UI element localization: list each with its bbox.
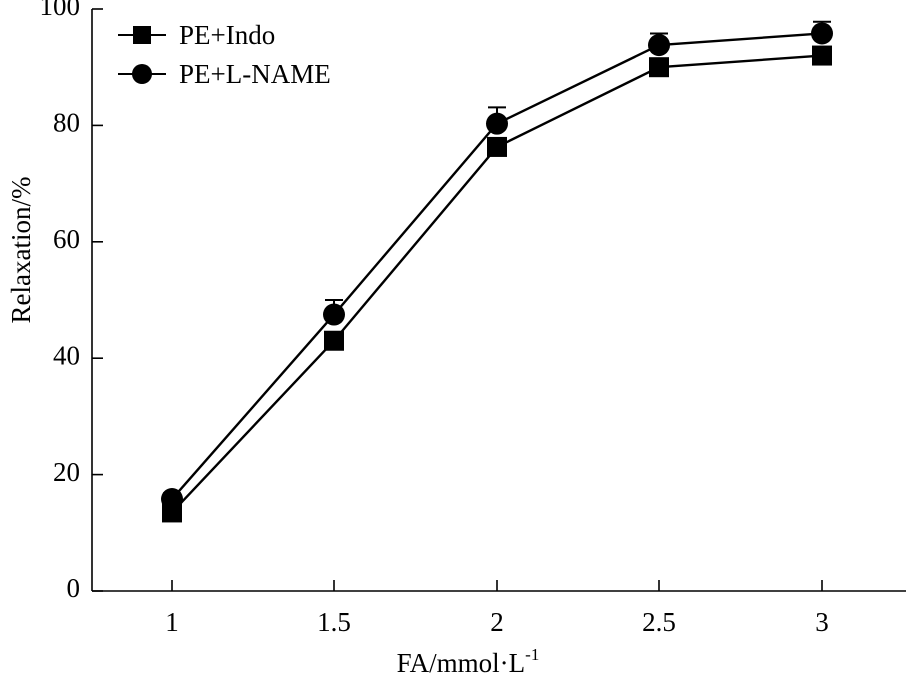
- series-pe-l-name: [161, 20, 833, 511]
- y-ticks: 0 20 40 60 80 100: [40, 0, 103, 603]
- data-point-circle: [323, 303, 345, 326]
- x-tick-label: 3: [815, 607, 829, 637]
- data-point-square: [649, 57, 669, 78]
- y-axis-title: Relaxation/%: [6, 177, 36, 324]
- x-tick-label: 1.5: [317, 607, 351, 637]
- legend-circle-marker: [132, 64, 152, 84]
- x-tick-label: 2.5: [642, 607, 676, 637]
- x-tick-label: 1: [165, 607, 179, 637]
- data-point-circle: [648, 34, 670, 57]
- legend: PE+Indo PE+L-NAME: [118, 20, 331, 89]
- series-line: [171, 32, 823, 500]
- x-tick-label: 2: [490, 607, 504, 637]
- x-axis-title-superscript: -1: [525, 645, 539, 664]
- y-tick-label: 60: [53, 224, 80, 254]
- y-tick-label: 0: [67, 573, 81, 603]
- x-axis-title-main: FA/mmol·L: [397, 648, 526, 678]
- data-point-circle: [811, 22, 833, 45]
- series-layer: [161, 20, 833, 523]
- legend-label-pe-l-name: PE+L-NAME: [179, 59, 331, 89]
- x-ticks: 1 1.5 2 2.5 3: [165, 580, 829, 637]
- legend-square-marker: [133, 26, 151, 44]
- legend-entry-pe-indo: PE+Indo: [118, 20, 275, 50]
- y-tick-label: 80: [53, 108, 80, 138]
- data-point-square: [324, 330, 344, 351]
- data-point-circle: [486, 112, 508, 135]
- y-tick-label: 100: [40, 0, 81, 21]
- legend-entry-pe-l-name: PE+L-NAME: [118, 59, 331, 89]
- data-point-square: [812, 45, 832, 66]
- data-point-circle: [161, 488, 183, 511]
- y-tick-label: 20: [53, 457, 80, 487]
- plot-area: 0 20 40 60 80 100 1 1.5 2 2.5 3: [40, 0, 906, 637]
- x-axis-title: FA/mmol·L-1: [397, 645, 540, 678]
- legend-label-pe-indo: PE+Indo: [179, 20, 275, 50]
- y-tick-label: 40: [53, 340, 80, 370]
- data-point-square: [487, 136, 507, 157]
